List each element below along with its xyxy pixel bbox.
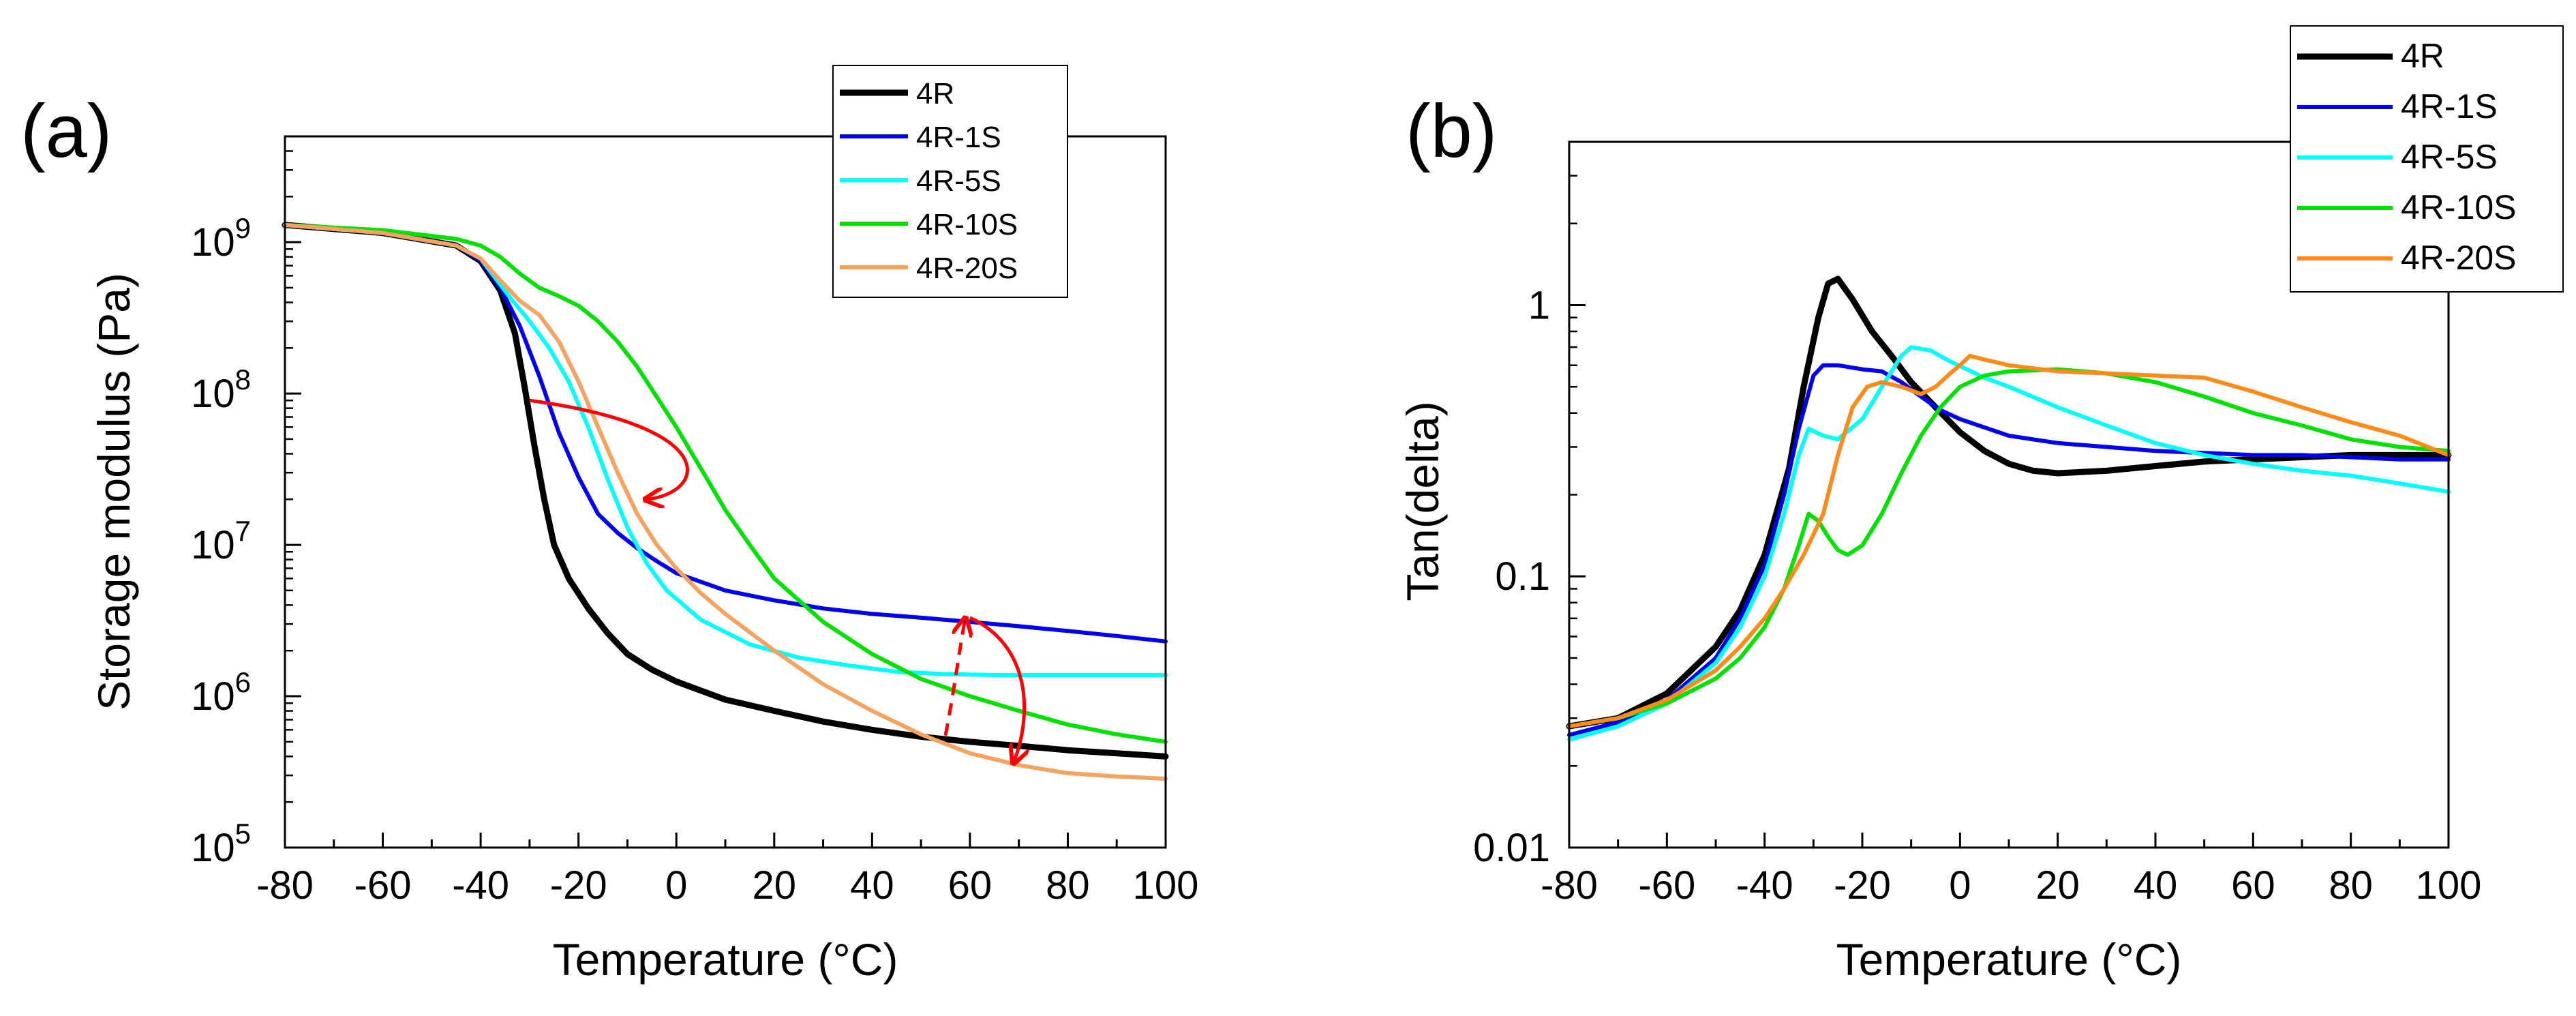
- panel-a-legend-label-4r: 4R: [916, 77, 954, 110]
- panel-a-curves: [282, 222, 1169, 781]
- panel-a-x-tick-label: 80: [1046, 863, 1090, 908]
- panel-a-x-tick-label: -60: [354, 863, 412, 908]
- panel-b-x-tick-label: 80: [2329, 863, 2373, 908]
- panel-b-legend: 4R 4R-1S 4R-5S 4R-10S 4R-20S: [2290, 25, 2564, 293]
- panel-b-legend-label-4r-1s: 4R-1S: [2401, 87, 2498, 125]
- panel-b-y-tick-label: 1: [1528, 283, 1550, 327]
- panel-a-annotation-dashed-arrow: [943, 620, 965, 736]
- panel-a-y-tick-label: 107: [191, 515, 251, 567]
- panel-a-y-tick-label: 109: [191, 212, 251, 265]
- panel-a-x-axis-title: Temperature (°C): [553, 934, 898, 985]
- panel-b-curves: [1566, 275, 2452, 742]
- panel-a-annotation-solid-arrow: [969, 616, 1025, 762]
- panel-a-annotation-curved-arrow: [529, 398, 689, 499]
- panel-b-x-tick-label: -40: [1736, 863, 1793, 908]
- panel-a-x-tick-label: 20: [753, 863, 797, 908]
- panel-a-series-line-4r-20s: [283, 222, 1168, 781]
- panel-b: (b) -80 -60 -40 -20 0 20 40 60 80 100 0.01 0.1 1 Tem…: [1397, 25, 2564, 985]
- panel-a-y-axis-title: Storage modulus (Pa): [89, 273, 139, 711]
- panel-a-annotations: [529, 398, 1025, 762]
- panel-b-series-line-4r-20s: [1567, 353, 2451, 729]
- panel-b-x-tick-label: 0: [1949, 863, 1971, 908]
- panel-a-legend-label-4r-20s: 4R-20S: [916, 252, 1018, 285]
- panel-b-legend-label-4r: 4R: [2401, 37, 2444, 75]
- panel-a: (a) -80 -60 -40 -20 0 20 40 60 80 100 105 106 107 108…: [20, 65, 1198, 985]
- panel-b-y-axis-title: Tan(delta): [1397, 401, 1448, 601]
- panel-a-series-line-4r: [282, 222, 1169, 760]
- panel-a-x-tick-label: -40: [452, 863, 509, 908]
- panel-b-x-tick-label: -60: [1638, 863, 1695, 908]
- panel-b-label: (b): [1406, 89, 1497, 173]
- panel-a-label: (a): [20, 89, 112, 173]
- panel-b-y-tick-label: 0.1: [1495, 554, 1550, 599]
- panel-b-x-tick-label: 100: [2416, 863, 2482, 908]
- panel-b-x-tick-label: 60: [2231, 863, 2275, 908]
- panel-b-y-tick-label: 0.01: [1473, 826, 1550, 870]
- panel-a-y-tick-label: 106: [191, 666, 251, 719]
- panel-b-series-line-4r-10s: [1567, 367, 2451, 729]
- panel-b-series-line-4r: [1566, 275, 2452, 730]
- panel-a-series-line-4r-10s: [283, 222, 1168, 744]
- panel-b-x-tick-label: -20: [1834, 863, 1891, 908]
- panel-b-x-tick-label: -80: [1541, 863, 1598, 908]
- panel-b-x-tick-label: 20: [2035, 863, 2080, 908]
- panel-a-y-tick-label: 105: [191, 818, 251, 870]
- panel-a-x-tick-label: -20: [550, 863, 607, 908]
- panel-a-legend: 4R 4R-1S 4R-5S 4R-10S 4R-20S: [832, 65, 1068, 298]
- panel-b-legend-label-4r-20s: 4R-20S: [2401, 239, 2517, 277]
- panel-a-x-tick-label: 0: [665, 863, 687, 908]
- panel-a-legend-label-4r-5s: 4R-5S: [916, 164, 1001, 198]
- panel-a-x-tick-label: 60: [948, 863, 992, 908]
- panel-a-legend-label-4r-1s: 4R-1S: [916, 121, 1001, 154]
- panel-a-x-tick-label: 100: [1133, 863, 1199, 908]
- panel-b-x-tick-label: 40: [2134, 863, 2178, 908]
- panel-b-x-axis-title: Temperature (°C): [1836, 934, 2182, 985]
- panel-a-x-tick-label: -80: [256, 863, 314, 908]
- panel-b-legend-label-4r-10s: 4R-10S: [2401, 188, 2517, 226]
- panel-b-legend-label-4r-5s: 4R-5S: [2401, 138, 2498, 176]
- panel-b-series-line-4r-1s: [1567, 363, 2451, 737]
- panel-a-y-tick-label: 108: [191, 363, 251, 416]
- panel-a-ticks: -80 -60 -40 -20 0 20 40 60 80 100 105 106 107 108 109: [191, 150, 1199, 908]
- panel-a-legend-label-4r-10s: 4R-10S: [916, 208, 1018, 241]
- panel-a-x-tick-label: 40: [850, 863, 894, 908]
- panel-b-ticks: -80 -60 -40 -20 0 20 40 60 80 100 0.01 0.1 1: [1473, 175, 2482, 908]
- panel-b-series-line-4r-5s: [1567, 345, 2451, 742]
